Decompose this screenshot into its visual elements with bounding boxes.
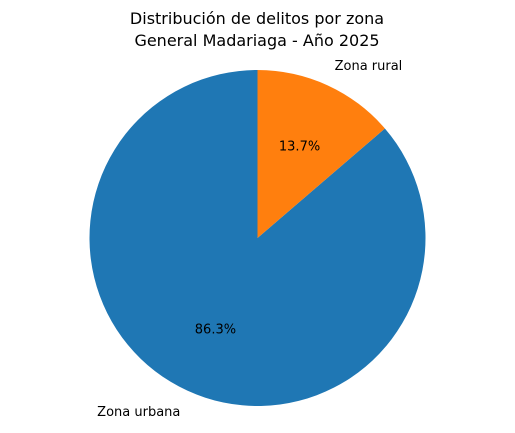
category-label-zona-rural: Zona rural (335, 59, 403, 74)
percent-label-zona-urbana: 86.3% (195, 323, 236, 338)
pie-slices (89, 70, 426, 406)
percent-label-zona-rural: 13.7% (279, 139, 320, 154)
pie-slice-zona-rural (257, 70, 385, 238)
pie-labels: Zona urbana 86.3% Zona rural 13.7% (97, 59, 402, 420)
category-label-zona-urbana: Zona urbana (97, 405, 180, 420)
chart-title-line-1: Distribución de delitos por zona (130, 9, 384, 28)
pie-slice-zona-urbana (89, 70, 426, 406)
chart-title-line-2: General Madariaga - Año 2025 (134, 31, 379, 50)
